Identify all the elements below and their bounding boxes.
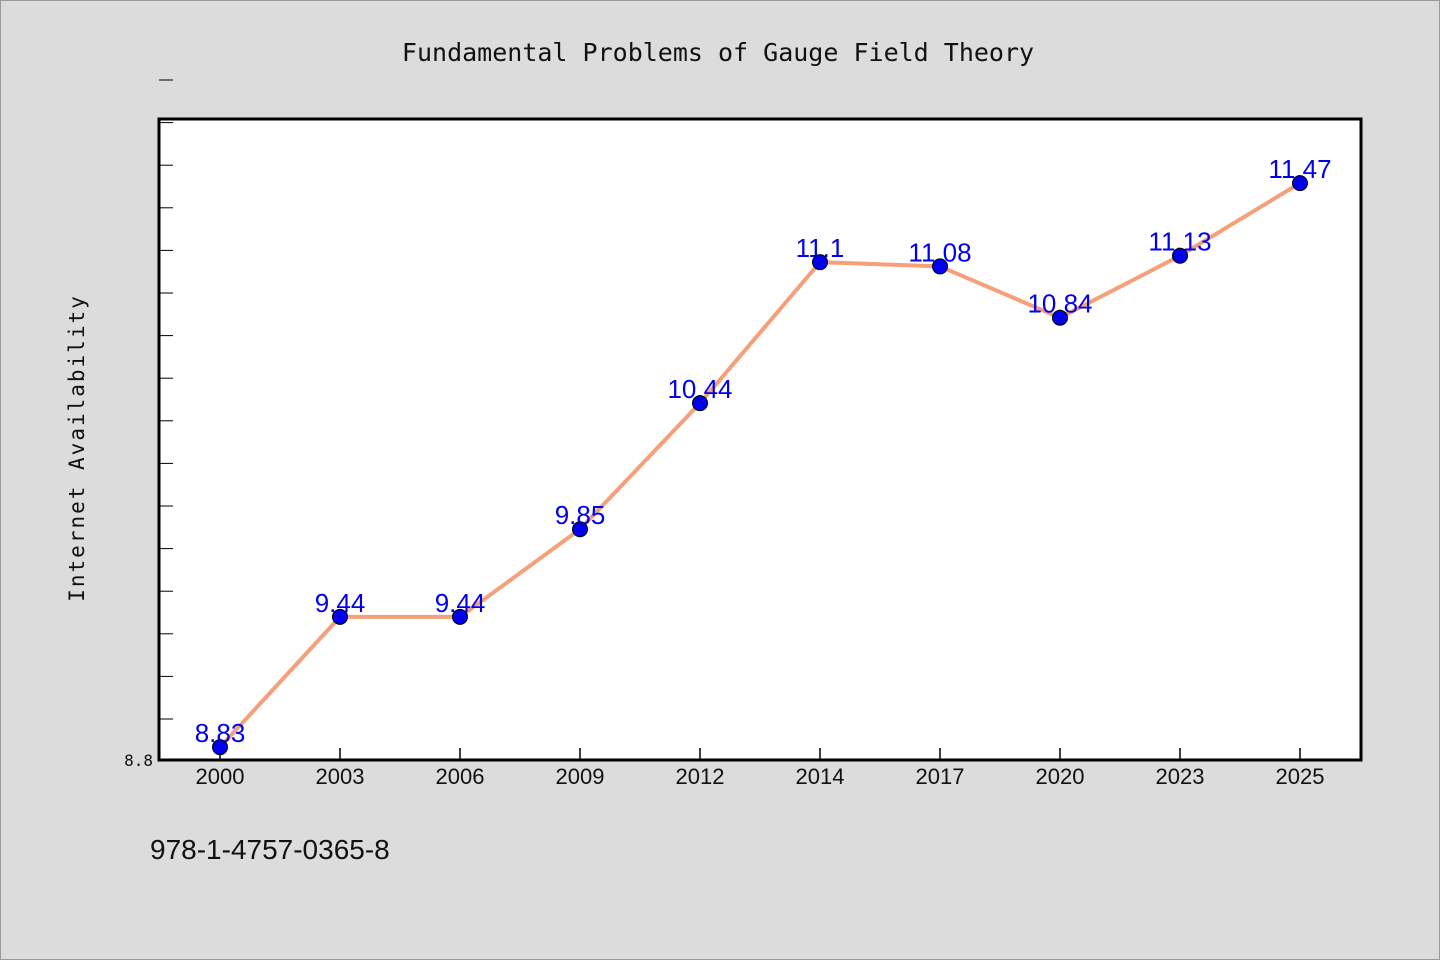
x-tick-label: 2003 (316, 764, 365, 789)
x-axis-ticks: 2000 2003 2006 2009 2012 2014 2017 2020 2023 2025 (196, 748, 1325, 789)
series-line (218, 181, 1302, 749)
x-tick-label: 2020 (1036, 764, 1085, 789)
x-tick-label: 2023 (1156, 764, 1205, 789)
x-tick-label: 2000 (196, 764, 245, 789)
data-point (1052, 309, 1068, 326)
isbn-text: 978-1-4757-0365-8 (150, 834, 390, 865)
x-tick-label: 2006 (436, 764, 485, 789)
chart-title: Fundamental Problems of Gauge Field Theo… (402, 38, 1034, 67)
plot-area (159, 119, 1361, 760)
data-point (812, 254, 828, 271)
x-tick-label: 2009 (556, 764, 605, 789)
data-point (932, 258, 948, 275)
y-axis-label: Internet Availability (65, 294, 89, 602)
data-point (692, 395, 708, 412)
x-tick-label: 2025 (1276, 764, 1325, 789)
data-point (332, 608, 348, 625)
x-tick-label: 2017 (916, 764, 965, 789)
plot-border (157, 117, 1363, 762)
x-tick-label: 2012 (676, 764, 725, 789)
data-point (452, 608, 468, 625)
x-tick-label: 2014 (796, 764, 845, 789)
data-point (1172, 247, 1188, 264)
data-markers (212, 175, 1308, 756)
data-point (572, 521, 588, 538)
data-point (1292, 175, 1308, 192)
y-tick-label: 8.8 (124, 751, 153, 770)
y-axis-ticks (159, 79, 173, 720)
data-point (212, 739, 228, 756)
